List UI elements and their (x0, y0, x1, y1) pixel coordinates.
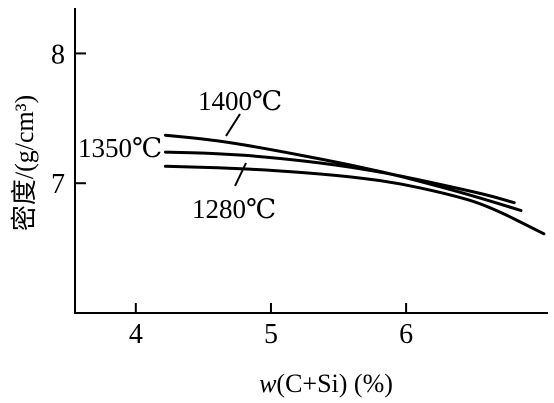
x-tick-label: 5 (264, 319, 278, 350)
series-label-1280: 1280℃ (192, 194, 276, 224)
y-axis-title: 密度/(g/cm³) (10, 95, 39, 231)
series-group (164, 133, 546, 236)
y-tick-label: 7 (51, 169, 65, 200)
series-leader-1280 (234, 162, 247, 187)
x-axis-title: w(C+Si) (%) (259, 369, 393, 398)
x-tick-label: 4 (129, 319, 143, 350)
series-label-1350: 1350℃ (78, 133, 162, 163)
x-axis-title-var: w (259, 369, 277, 398)
axis-ticks: 4 5 6 7 8 (51, 39, 413, 350)
y-tick-label: 8 (51, 39, 65, 70)
series-line-1400 (164, 133, 523, 212)
x-axis-title-rest: (C+Si) (%) (276, 369, 392, 398)
series-line-1350 (164, 150, 516, 205)
x-tick-label: 6 (399, 319, 413, 350)
chart-axes (74, 8, 548, 314)
series-label-1400: 1400℃ (198, 86, 282, 116)
series-line-1280 (164, 164, 546, 236)
series-leader-1400 (225, 113, 241, 137)
